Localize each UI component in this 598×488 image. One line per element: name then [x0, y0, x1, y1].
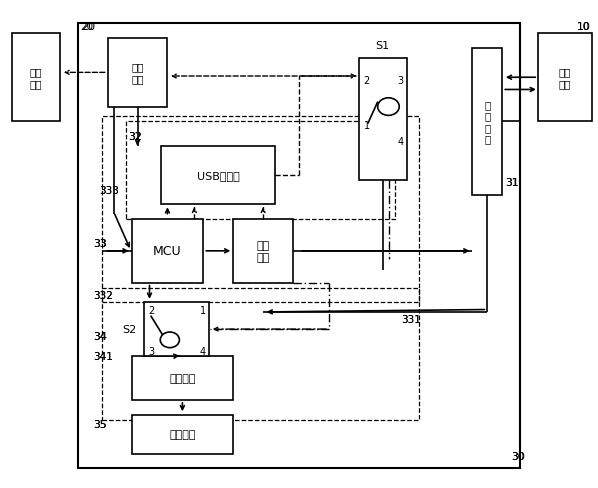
Text: 341: 341	[93, 351, 112, 361]
Text: 20: 20	[81, 22, 95, 32]
Text: 1: 1	[200, 305, 206, 315]
Text: 333: 333	[99, 185, 118, 195]
Text: 2: 2	[364, 76, 370, 85]
Text: 33: 33	[93, 239, 106, 249]
Bar	[144, 303, 209, 356]
Bar	[161, 146, 275, 205]
Bar	[472, 49, 502, 195]
Text: 4: 4	[200, 346, 206, 356]
Text: 35: 35	[93, 420, 106, 429]
Text: 30: 30	[511, 451, 524, 461]
Text: 341: 341	[93, 351, 112, 361]
Text: S2: S2	[122, 325, 136, 334]
Bar	[538, 34, 592, 122]
Text: 第二
终端: 第二 终端	[30, 67, 42, 89]
Text: MCU: MCU	[153, 245, 182, 258]
Bar	[126, 122, 395, 220]
Text: 20: 20	[81, 22, 94, 32]
Text: 32: 32	[129, 132, 143, 142]
Text: 34: 34	[93, 332, 106, 342]
Text: 331: 331	[401, 315, 420, 325]
Text: 31: 31	[505, 178, 519, 188]
Text: 35: 35	[93, 420, 106, 429]
Text: 桥接芯片: 桥接芯片	[169, 373, 196, 383]
Text: 33: 33	[93, 239, 106, 249]
Bar	[102, 117, 419, 303]
Bar	[12, 34, 60, 122]
Text: 333: 333	[99, 185, 118, 195]
Bar	[102, 288, 419, 420]
Bar	[233, 220, 293, 283]
Text: S1: S1	[376, 41, 390, 51]
Text: 3: 3	[148, 346, 154, 356]
Text: USB集线器: USB集线器	[197, 171, 240, 181]
Text: 30: 30	[511, 451, 525, 461]
Bar	[132, 220, 203, 283]
Text: 第
一
接
口: 第 一 接 口	[484, 100, 490, 144]
Text: 34: 34	[93, 332, 107, 342]
Text: 1: 1	[364, 121, 370, 131]
Text: 332: 332	[93, 290, 112, 300]
Text: 10: 10	[577, 22, 591, 32]
Text: 10: 10	[577, 22, 590, 32]
Text: 第一
终端: 第一 终端	[559, 67, 571, 89]
Text: 接口
芯片: 接口 芯片	[257, 241, 270, 262]
Text: 2: 2	[148, 305, 154, 315]
Text: 第二
接口: 第二 接口	[132, 62, 144, 84]
Bar	[132, 356, 233, 400]
Text: 4: 4	[398, 137, 404, 146]
Bar	[359, 59, 407, 181]
Text: 32: 32	[129, 132, 142, 142]
Text: 332: 332	[93, 290, 112, 300]
Text: 存储模块: 存储模块	[169, 429, 196, 439]
Bar	[78, 24, 520, 468]
Text: 31: 31	[505, 178, 518, 188]
Bar	[132, 415, 233, 454]
Bar	[108, 39, 167, 107]
Text: 331: 331	[401, 315, 420, 325]
Text: 3: 3	[398, 76, 404, 85]
